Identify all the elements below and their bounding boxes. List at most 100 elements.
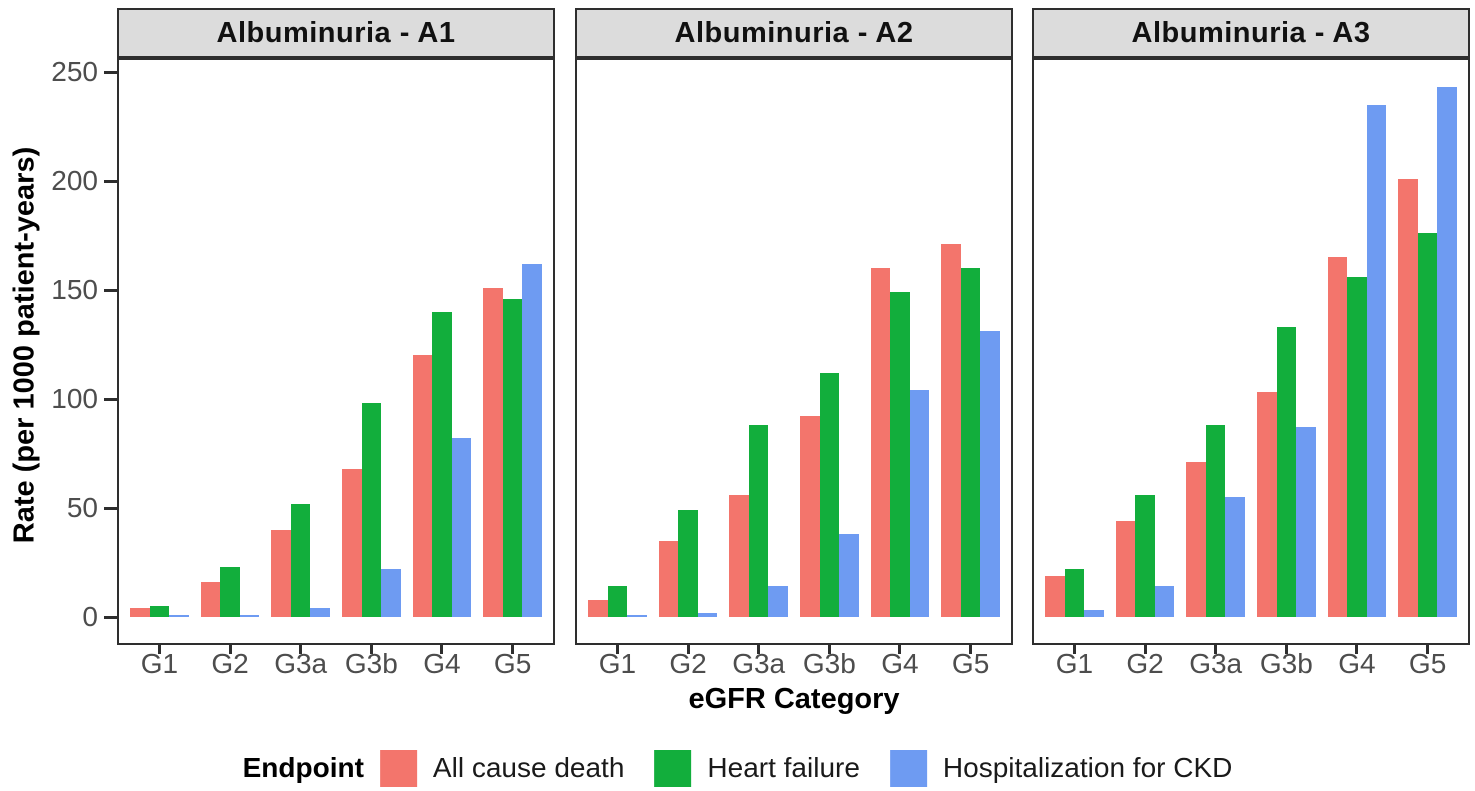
bar [149,606,170,617]
bar [432,312,452,617]
bar [890,292,910,617]
x-tick-mark [369,645,373,654]
x-tick-label: G3a [1189,648,1243,679]
y-tick-mark [104,70,117,74]
bar [588,600,608,617]
x-tick-mark [157,645,161,654]
bar [1417,233,1438,617]
bar [941,244,961,617]
bar [381,569,401,617]
x-tick-mark [299,645,303,654]
legend-entry: Heart failure [654,749,860,787]
x-tick-mark [440,645,444,654]
x-tick-mark [615,645,619,654]
bar [1045,576,1065,617]
bar [729,495,749,617]
bar [1064,569,1085,617]
x-tick-mark [511,645,515,654]
bar [169,615,189,617]
bar [697,613,718,617]
x-tick-label: G5 [493,648,532,679]
bar [1135,495,1155,617]
bar [800,416,820,617]
bar [412,355,433,617]
y-tick-label: 0 [82,601,98,632]
bar [239,615,260,617]
legend-label: All cause death [432,752,625,783]
y-tick-label: 250 [51,56,98,87]
bar [839,534,859,617]
facet-panel [575,58,1013,645]
legend-swatch [654,749,692,787]
y-tick-label: 150 [51,274,98,305]
y-tick-mark [104,397,117,401]
bar [1398,179,1418,617]
bar [1186,462,1206,617]
bar [522,264,542,617]
legend-entry: Hospitalization for CKD [889,749,1233,787]
bar [1437,87,1457,617]
bar [819,373,840,617]
y-tick-mark [104,506,117,510]
x-tick-mark [1214,645,1218,654]
bar [1084,610,1104,617]
x-tick-label: G2 [211,648,249,679]
y-tick-mark [104,615,117,619]
x-tick-mark [228,645,232,654]
legend-label: Hospitalization for CKD [942,752,1233,783]
bar [909,390,930,617]
y-tick-label: 100 [51,383,98,414]
x-tick-mark [827,645,831,654]
bar [130,608,150,617]
bar [1225,497,1245,617]
x-axis-title: eGFR Category [688,683,900,715]
bar [1205,425,1226,617]
chart-legend: Endpoint All cause death Heart failure Hos… [242,746,1233,790]
facet-panel [1032,58,1470,645]
bar [1276,327,1297,617]
bar [1366,105,1387,617]
bar [1347,277,1367,617]
x-tick-label: G2 [669,648,707,679]
legend-swatch [379,749,417,787]
x-tick-mark [969,645,973,654]
y-axis-title: Rate (per 1000 patient-years) [8,146,41,544]
x-tick-label: G5 [951,648,990,679]
x-tick-mark [1143,645,1147,654]
x-tick-mark [1355,645,1359,654]
bar [200,582,221,617]
y-tick-label: 50 [66,492,98,523]
bar [290,504,311,617]
x-tick-mark [1072,645,1076,654]
x-tick-label: G2 [1126,648,1164,679]
bar [980,331,1000,617]
x-tick-label: G4 [881,648,919,679]
facet-strip-title: Albuminuria - A1 [117,8,555,58]
bar [451,438,472,617]
y-tick-label: 200 [51,165,98,196]
x-tick-label: G1 [140,648,179,679]
bar [361,403,382,617]
x-tick-label: G1 [1055,648,1094,679]
bar [483,288,503,617]
bar [870,268,891,617]
x-tick-label: G3b [1259,648,1313,679]
x-tick-mark [1284,645,1288,654]
bar [310,608,330,617]
legend-swatch [889,749,927,787]
bar [1296,427,1316,617]
bar [1115,521,1136,617]
x-tick-label: G1 [598,648,637,679]
legend-entry: All cause death [379,749,625,787]
x-tick-mark [757,645,761,654]
x-tick-label: G3b [344,648,398,679]
x-tick-label: G3a [732,648,786,679]
bar [220,567,240,617]
legend-title: Endpoint [242,752,364,783]
y-tick-mark [104,179,117,183]
bar [607,586,628,617]
legend-entries: All cause death Heart failure Hospitalizat… [379,749,1233,787]
x-tick-mark [686,645,690,654]
facet-panel [117,58,555,645]
